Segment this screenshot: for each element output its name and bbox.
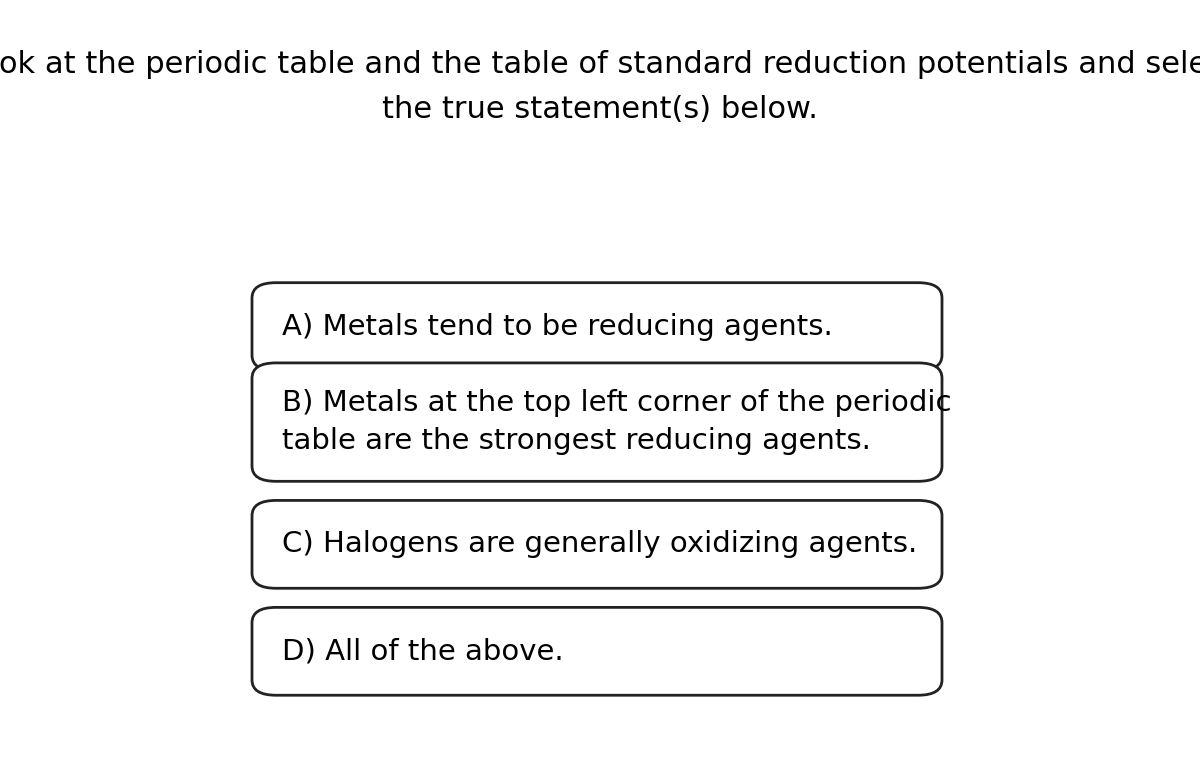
Text: the true statement(s) below.: the true statement(s) below. <box>382 96 818 125</box>
FancyBboxPatch shape <box>252 607 942 695</box>
FancyBboxPatch shape <box>252 363 942 481</box>
FancyBboxPatch shape <box>252 283 942 371</box>
Text: C) Halogens are generally oxidizing agents.: C) Halogens are generally oxidizing agen… <box>282 530 917 558</box>
FancyBboxPatch shape <box>252 500 942 588</box>
Text: Look at the periodic table and the table of standard reduction potentials and se: Look at the periodic table and the table… <box>0 50 1200 79</box>
Text: A) Metals tend to be reducing agents.: A) Metals tend to be reducing agents. <box>282 312 833 341</box>
Text: B) Metals at the top left corner of the periodic
table are the strongest reducin: B) Metals at the top left corner of the … <box>282 389 952 455</box>
Text: D) All of the above.: D) All of the above. <box>282 637 564 665</box>
